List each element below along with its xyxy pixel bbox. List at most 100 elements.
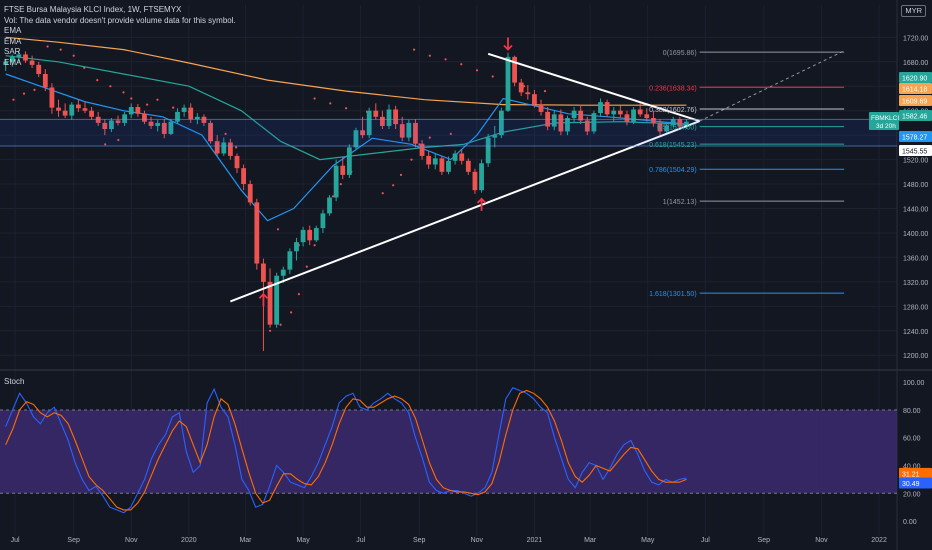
price-label: 1614.18 [899,83,932,94]
candle-down [558,109,564,136]
candle-body [320,213,326,229]
candle-up [109,118,114,133]
time-tick-label: Sep [67,537,80,544]
currency-badge[interactable]: MYR [901,5,926,17]
price-tick-label: 1400.00 [903,231,928,238]
sar-dot [96,79,99,82]
candle-down [254,198,260,270]
candle-down [532,89,537,108]
arrow-shape [258,292,269,307]
sar-dot [339,183,342,186]
candle-up [432,153,438,170]
candle-down [42,69,48,92]
indicator-label-ema-2[interactable]: EMA [4,36,22,46]
stoch-band [0,409,897,494]
indicator-label-sar[interactable]: SAR [4,47,21,56]
candle-down [102,119,108,136]
candle-up [353,127,359,151]
candle-down [578,104,584,125]
candle-body [558,114,564,132]
candle-up [221,137,227,156]
time-axis: Jul Sep Nov 2020 Mar May Jul Sep Nov 2021 Mar May Ju… [11,537,887,544]
stoch-pane [0,387,897,514]
time-tick-label: Nov [471,537,484,544]
fib-label: 0.5(1574.00) [657,125,697,132]
sar-dot [475,69,479,72]
candle-up [631,107,636,125]
fib-label: 0.786(1504.29) [649,167,696,174]
candle-down [426,151,432,169]
sar-dot [410,158,413,161]
stoch-tick-label: 60.00 [903,436,921,443]
time-tick-label: Mar [239,537,252,544]
time-tick-label: 2022 [871,537,887,544]
candle-up [194,113,200,125]
candle-down [393,105,399,130]
candle-down [340,156,346,180]
sar-dot [331,195,335,198]
candle-up [485,133,491,167]
candle-body [168,121,174,134]
candle-body [42,74,48,88]
candle-body [485,137,491,164]
candle-body [161,122,167,134]
candle-body [498,110,504,136]
candle-up [571,107,577,123]
candle-body [472,171,478,191]
time-tick-label: May [296,537,310,544]
time-tick-label: Nov [125,537,138,544]
candle-body [578,110,584,121]
candle-up [406,119,412,142]
candle-down [525,85,531,100]
candle-body [313,228,319,241]
candle-up [320,209,326,233]
stoch-d-line [5,389,687,511]
price-label-text: 1620.90 [902,76,927,83]
price-label: 1609.69 [899,95,932,106]
sar-dot [22,92,26,95]
candle-up [16,50,22,62]
candle-down [465,158,471,175]
candle-down [29,55,35,68]
candle-down [82,102,88,114]
candle-up [287,248,293,274]
sar-dot [313,97,316,100]
indicator-label-ema-3[interactable]: EMA [4,57,22,67]
candle-body [280,269,286,276]
candle-down [518,78,524,97]
stoch-tick-label: 100.00 [903,380,925,387]
candle-up [333,159,339,202]
stoch-tick-label: 80.00 [903,408,921,415]
candle-body [426,155,432,165]
candle-body [512,56,517,83]
indicator-label-ema-1[interactable]: EMA [4,26,22,35]
candle-down [637,103,643,117]
candle-body [227,142,233,156]
candle-up [300,226,306,247]
trendline [230,120,701,303]
price-tick-label: 1240.00 [903,329,928,336]
candle-body [29,60,35,65]
stoch-title: Stoch [4,377,25,386]
candle-body [208,122,213,142]
candle-body [657,122,663,132]
sar-dot [392,184,395,187]
stoch-tick-label: 0.00 [903,519,917,526]
sar-dot [146,103,149,106]
candle-body [36,64,42,75]
candle-body [432,158,438,165]
sar-dot [104,143,107,146]
candle-down [89,107,94,120]
candle-body [393,109,399,125]
stoch-value-bg [899,477,932,489]
candle-down [472,168,478,194]
candle-down [241,164,247,191]
price-tick-label: 1720.00 [903,35,928,42]
price-label: 1582.46 [899,110,932,121]
sar-dot [172,106,175,109]
candle-up [175,108,180,125]
sar-dot [83,66,86,69]
price-label-bg [899,145,932,156]
candle-body [333,165,339,198]
